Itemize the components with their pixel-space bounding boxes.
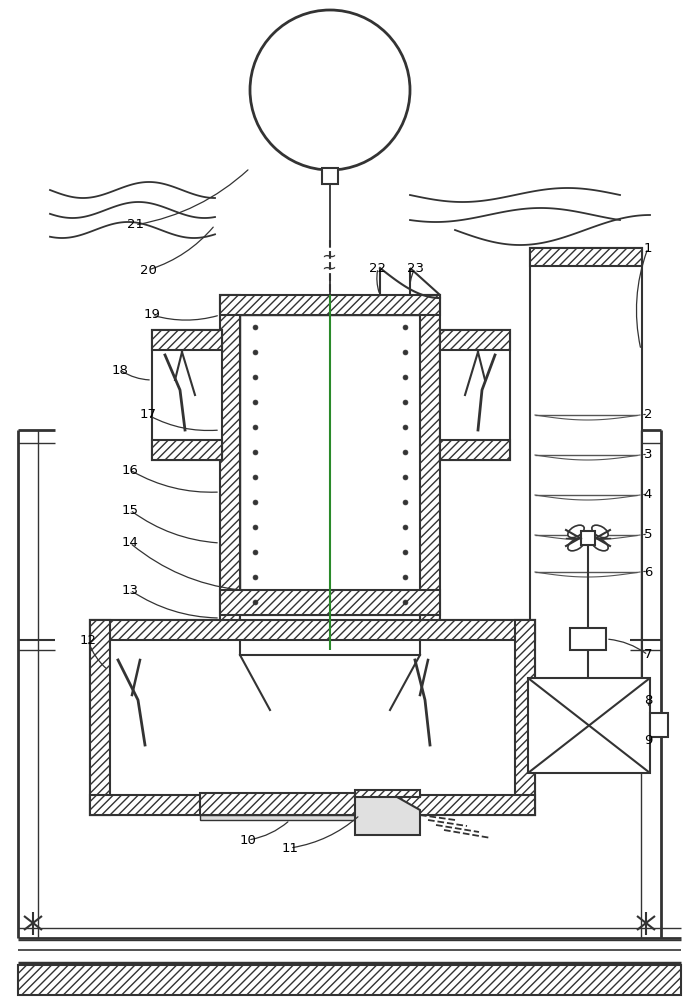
Bar: [90, 620, 110, 815]
Bar: [355, 790, 420, 797]
Text: 12: 12: [80, 634, 96, 647]
Text: 21: 21: [127, 219, 143, 232]
Bar: [440, 330, 510, 350]
Bar: [152, 440, 222, 460]
Text: 3: 3: [644, 448, 652, 462]
Bar: [440, 440, 510, 460]
Text: 16: 16: [122, 464, 138, 477]
Bar: [570, 628, 606, 650]
Bar: [650, 713, 668, 737]
Bar: [90, 795, 535, 815]
Text: 9: 9: [644, 734, 652, 746]
Bar: [18, 965, 681, 995]
Bar: [515, 620, 535, 815]
Bar: [581, 531, 595, 545]
Text: 4: 4: [644, 488, 652, 502]
Bar: [200, 793, 380, 815]
Text: 13: 13: [122, 584, 138, 596]
Ellipse shape: [592, 525, 608, 538]
Bar: [200, 815, 380, 820]
Text: 6: 6: [644, 566, 652, 578]
Bar: [240, 315, 420, 630]
Text: 23: 23: [407, 261, 424, 274]
Text: 2: 2: [644, 408, 652, 422]
Bar: [240, 615, 420, 655]
Text: 22: 22: [370, 261, 387, 274]
Ellipse shape: [568, 538, 584, 551]
Ellipse shape: [592, 538, 608, 551]
Text: 17: 17: [140, 408, 157, 422]
Bar: [220, 295, 440, 315]
Text: 5: 5: [644, 528, 652, 542]
Text: 19: 19: [143, 308, 161, 322]
Bar: [440, 330, 510, 460]
Text: 15: 15: [122, 504, 138, 516]
Bar: [322, 168, 338, 184]
Text: 7: 7: [644, 648, 652, 662]
Text: 10: 10: [240, 834, 257, 846]
Text: ~: ~: [321, 260, 336, 278]
Text: 8: 8: [644, 694, 652, 706]
Text: ~: ~: [321, 248, 336, 266]
Bar: [90, 620, 535, 815]
Bar: [152, 330, 222, 460]
Text: 11: 11: [282, 842, 298, 854]
Bar: [420, 295, 440, 630]
Bar: [530, 248, 642, 266]
Bar: [220, 295, 240, 630]
Text: 1: 1: [644, 241, 652, 254]
Text: 18: 18: [112, 363, 129, 376]
Polygon shape: [355, 793, 420, 835]
Bar: [152, 330, 222, 350]
Text: 14: 14: [122, 536, 138, 550]
Text: 20: 20: [140, 263, 157, 276]
Bar: [530, 720, 642, 738]
Bar: [90, 620, 535, 640]
Bar: [530, 248, 642, 738]
Ellipse shape: [568, 525, 584, 538]
Bar: [528, 678, 650, 773]
Bar: [220, 590, 440, 615]
